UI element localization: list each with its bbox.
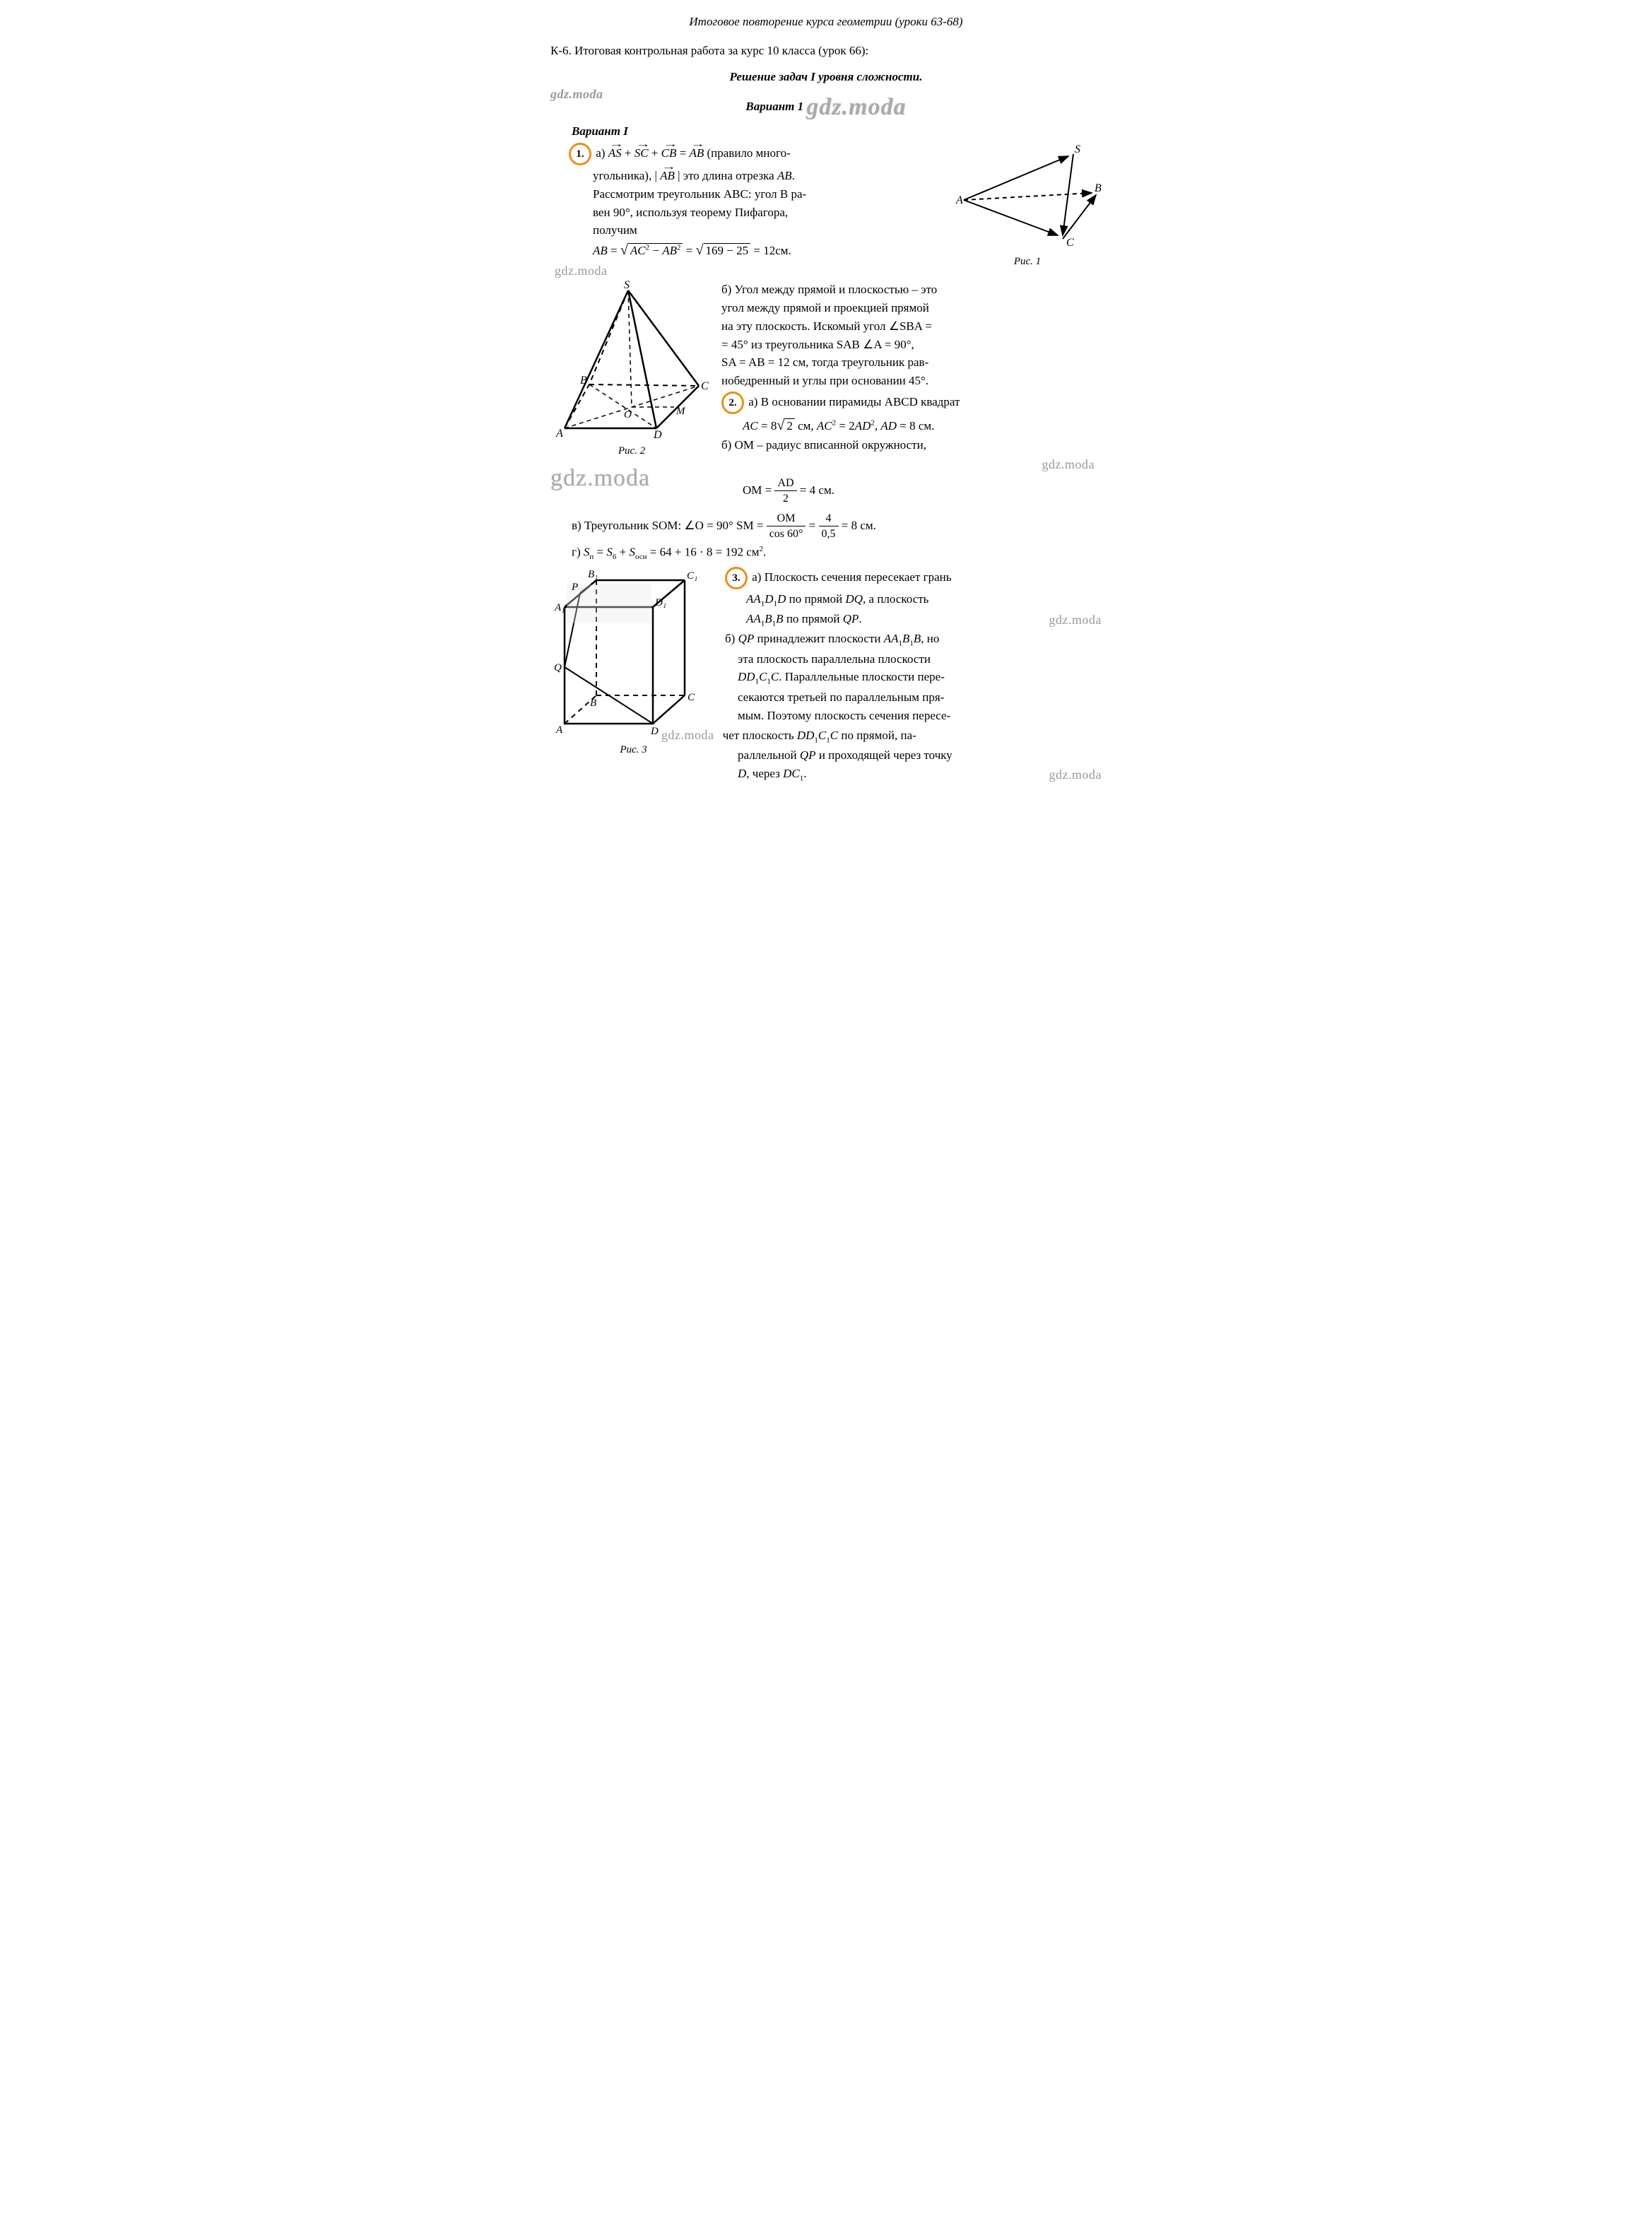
svg-text:B: B: [580, 375, 587, 387]
svg-text:A: A: [955, 194, 963, 206]
p3a-l1: 3. a) Плоскость сечения пересекает грань: [725, 567, 1102, 589]
svg-text:A: A: [555, 724, 563, 736]
svg-text:C₁: C₁: [687, 570, 697, 582]
p1b-l5: SA = AB = 12 см, тогда треугольник рав-: [721, 355, 1102, 371]
p1b-l1: б) Угол между прямой и плоскостью – это: [721, 282, 1102, 298]
svg-text:A: A: [555, 428, 563, 440]
watermark-top-right: gdz.moda: [806, 91, 906, 124]
watermark-mid1: gdz.moda: [555, 262, 945, 279]
p1b-l6: нобедренный и углы при основании 45°.: [721, 373, 1102, 389]
svg-text:C: C: [701, 380, 709, 392]
p2b-l2: OM = AD2 = 4 см.: [721, 476, 1102, 507]
p2c: в) Треугольник SOM: ∠O = 90° SM = OMcos …: [550, 511, 1102, 542]
svg-text:P: P: [571, 582, 578, 593]
p1a-l4: вен 90°, используя теорему Пифагора,: [550, 205, 945, 221]
problem-3-row: A₁ B₁ C₁ D₁ A B C D Q P Рис. 3 3. a) Пло…: [550, 565, 1102, 786]
p1b-l2: угол между прямой и проекцией прямой: [721, 300, 1102, 317]
p3b-l8: D, через DC1. gdz.moda: [725, 766, 1102, 784]
variant-center: Вариант 1: [745, 100, 803, 113]
p3b-l2: эта плоскость параллельна плоскости: [725, 652, 1102, 668]
section-title: Решение задач I уровня сложности.: [550, 69, 1102, 86]
p3b-l7: раллельной QP и проходящей через точку: [725, 748, 1102, 764]
p2d: г) Sп = S6 + Sосн = 64 + 16 · 8 = 192 см…: [550, 544, 1102, 563]
p2a-l1: 2. a) В основании пирамиды ABCD квадрат: [721, 392, 1102, 414]
fig3-caption: Рис. 3: [550, 743, 716, 757]
watermark-mid3: gdz.moda: [721, 456, 1095, 473]
figure-3-svg: A₁ B₁ C₁ D₁ A B C D Q P: [550, 565, 716, 741]
fig1-caption: Рис. 1: [953, 254, 1102, 269]
problem-1-row: 1. a) AS + SC + CB = AB (правило много- …: [550, 140, 1102, 280]
svg-text:C: C: [688, 692, 695, 703]
svg-text:C: C: [1066, 237, 1074, 249]
subtitle: К-6. Итоговая контрольная работа за курс…: [550, 43, 1102, 59]
svg-text:S: S: [624, 280, 630, 291]
svg-text:Q: Q: [554, 662, 562, 673]
p3b-l4: секаются третьей по параллельным пря-: [725, 690, 1102, 706]
svg-text:D₁: D₁: [654, 597, 666, 608]
p1a-l2: угольника), | AB | это длина отрезка AB.: [550, 168, 945, 184]
p1b-l4: = 45° из треугольника SAB ∠A = 90°,: [721, 337, 1102, 353]
svg-text:B: B: [1095, 182, 1102, 194]
fig2-caption: Рис. 2: [550, 444, 713, 458]
p2b-l1: б) OM – радиус вписанной окружности,: [721, 437, 1102, 454]
problem-number-2: 2.: [721, 392, 744, 414]
svg-text:D: D: [653, 429, 662, 441]
p3b-l5: мым. Поэтому плоскость сечения пересе-: [725, 708, 1102, 724]
p1a-l5: получим: [550, 223, 945, 239]
p3b-l3: DD1C1C. Параллельные плоскости пере-: [725, 669, 1102, 687]
figure-2-svg: S A B C D O M: [550, 280, 713, 442]
watermark-top-left: gdz.moda: [550, 86, 603, 102]
problem-number-1: 1.: [569, 143, 591, 165]
variant-line: gdz.moda Вариант 1 gdz.moda: [550, 91, 1102, 124]
p3a-l2: AA1D1D по прямой DQ, а плоскость: [725, 591, 1102, 609]
p3a-l3: AA1B1B по прямой QP. gdz.moda: [725, 611, 1102, 629]
p1a-formula: AB = √AC2 − AB2 = √169 − 25 = 12см.: [550, 241, 945, 260]
p3b-l6-row: gdz.moda чет плоскость DD1C1C по прямой,…: [725, 726, 1102, 746]
p3b-l1: б) QP принадлежит плоскости AA1B1B, но: [725, 631, 1102, 649]
page-header: Итоговое повторение курса геометрии (уро…: [550, 14, 1102, 30]
svg-text:B₁: B₁: [588, 569, 598, 580]
svg-text:D: D: [650, 726, 659, 737]
p2a-l2: AC = 8√2 см, AC2 = 2AD2, AD = 8 см.: [721, 416, 1102, 435]
p1b-l3: на эту плоскость. Искомый угол ∠SBA =: [721, 319, 1102, 335]
svg-text:O: O: [624, 409, 632, 420]
figure-1-svg: A S B C: [953, 140, 1102, 253]
svg-text:A₁: A₁: [554, 602, 565, 613]
p1a-l3: Рассмотрим треугольник ABC: угол B ра-: [550, 187, 945, 203]
svg-text:S: S: [1075, 143, 1080, 155]
svg-text:M: M: [675, 406, 686, 417]
problem-1b-2-row: S A B C D O M Рис. 2 gdz.moda б) Угол ме…: [550, 280, 1102, 509]
problem-number-3: 3.: [725, 567, 748, 589]
p1a-post: (правило много-: [707, 146, 791, 160]
watermark-mid2: gdz.moda: [550, 462, 650, 495]
svg-text:B: B: [590, 698, 596, 709]
